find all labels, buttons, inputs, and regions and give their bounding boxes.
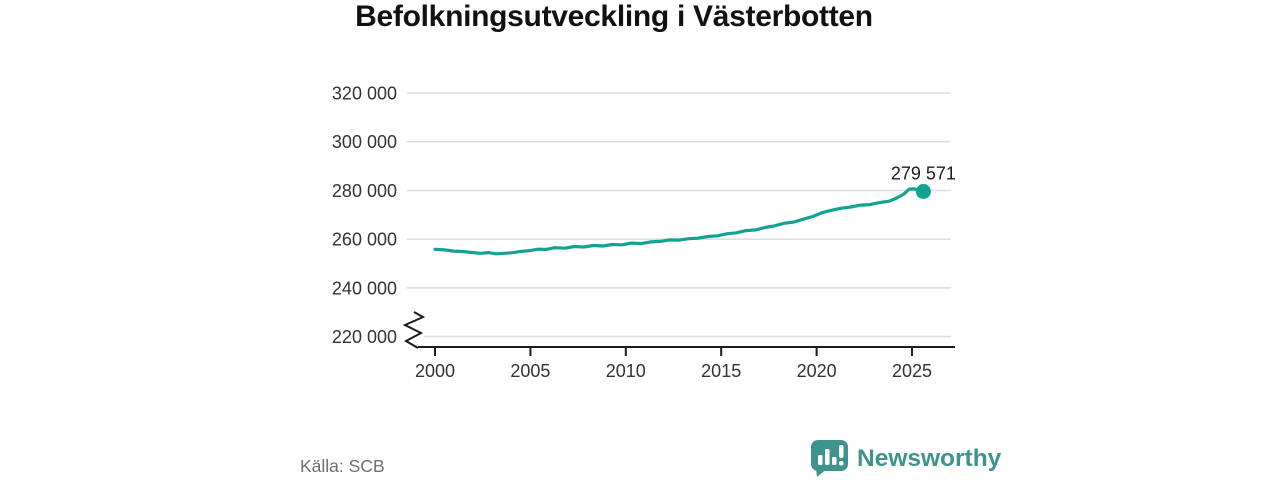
bar-chart-speech-bubble-icon [811, 440, 848, 477]
latest-value-label: 279 571 [891, 164, 956, 184]
x-tick-label: 2005 [510, 361, 550, 381]
y-tick-label: 300 000 [332, 132, 397, 152]
x-tick-label: 2015 [701, 361, 741, 381]
newsworthy-logo: Newsworthy [811, 440, 1001, 478]
logo-bar-1 [818, 455, 823, 465]
logo-bar-3 [832, 457, 837, 465]
logo-exclamation-stem [839, 445, 844, 458]
y-tick-label: 220 000 [332, 327, 397, 347]
y-tick-label: 280 000 [332, 181, 397, 201]
x-tick-label: 2025 [892, 361, 932, 381]
x-tick-label: 2000 [415, 361, 455, 381]
y-tick-label: 260 000 [332, 230, 397, 250]
population-line [433, 187, 926, 256]
x-tick-label: 2010 [606, 361, 646, 381]
logo-bar-2 [825, 449, 830, 465]
latest-value-dot [915, 184, 931, 199]
x-tick-label: 2020 [797, 361, 837, 381]
axis-break-icon [402, 311, 426, 349]
y-tick-label: 240 000 [332, 278, 397, 298]
y-tick-label: 320 000 [332, 84, 397, 104]
chart-title: Befolkningsutveckling i Västerbotten [355, 0, 873, 33]
brand-wordmark: Newsworthy [857, 445, 1002, 472]
source-caption: Källa: SCB [300, 456, 385, 476]
logo-exclamation-dot [839, 461, 844, 466]
